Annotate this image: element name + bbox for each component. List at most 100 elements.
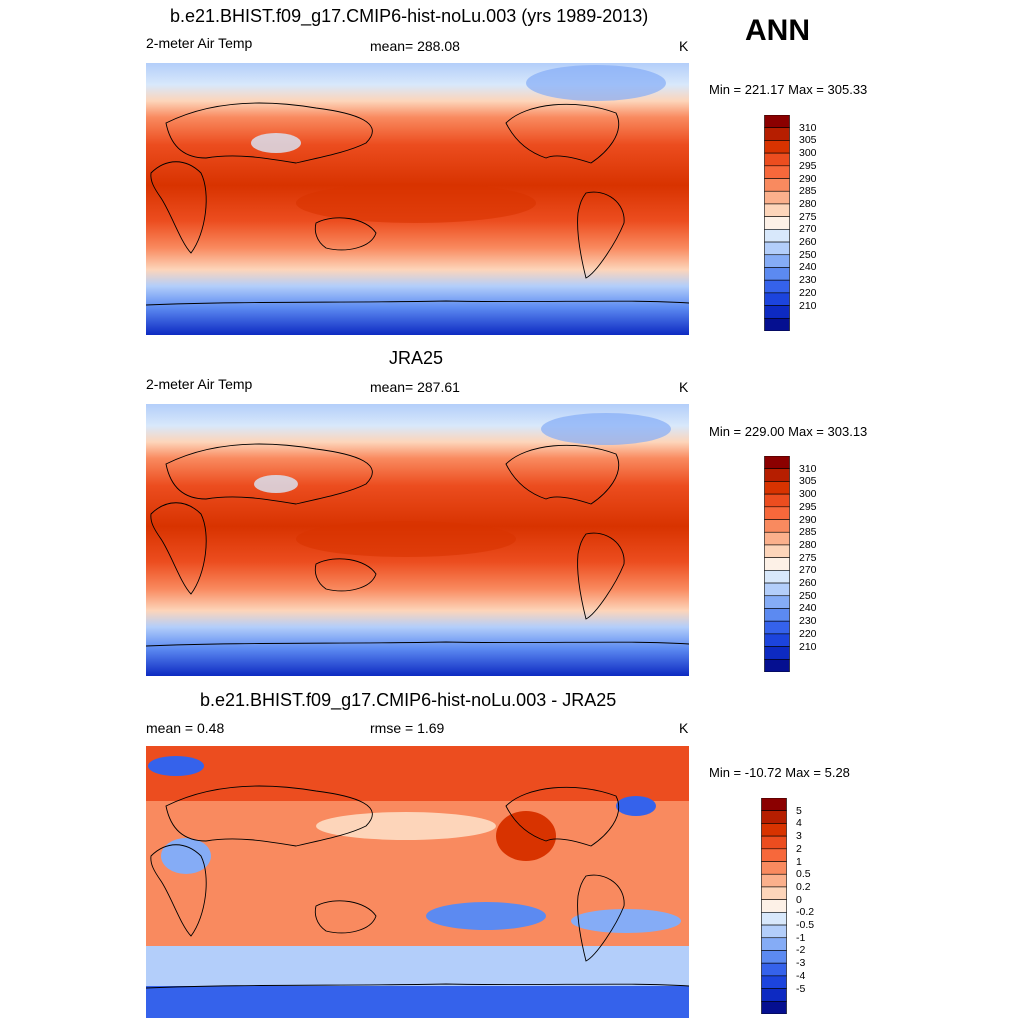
colorbar-swatch: [764, 519, 790, 533]
colorbar-tick-label: 4: [796, 817, 802, 830]
colorbar-tick-label: 260: [799, 577, 817, 590]
colorbar-tick-label: 275: [799, 210, 817, 223]
colorbar-tick-label: 290: [799, 172, 817, 185]
colorbar-swatch: [764, 456, 790, 470]
colorbar-swatch: [761, 962, 787, 977]
colorbar-swatch: [764, 267, 790, 281]
colorbar-swatch: [764, 620, 790, 635]
colorbar-tick-label: 5: [796, 804, 802, 817]
panel3-colorbar: [761, 798, 787, 1014]
panel1-variable-label: 2-meter Air Temp: [146, 35, 253, 51]
colorbar-tick-label: -0.2: [796, 906, 815, 919]
colorbar-swatch: [764, 608, 790, 622]
colorbar-tick-label: 295: [799, 159, 817, 172]
colorbar-tick-label: 1: [796, 855, 802, 868]
colorbar-swatch: [761, 912, 787, 926]
colorbar-tick-label: 260: [799, 236, 817, 249]
colorbar-tick-label: 280: [799, 197, 817, 210]
colorbar-swatch: [761, 873, 787, 888]
colorbar-swatch: [761, 924, 787, 939]
colorbar-swatch: [764, 633, 790, 647]
panel3-minmax-label: Min = -10.72 Max = 5.28: [709, 765, 850, 780]
colorbar-tick-label: 220: [799, 627, 817, 640]
colorbar-tick-label: 250: [799, 248, 817, 261]
colorbar-swatch: [761, 975, 787, 989]
colorbar-swatch: [761, 823, 787, 837]
panel2-title: JRA25: [389, 348, 444, 368]
colorbar-tick-label: 305: [799, 475, 817, 488]
colorbar-swatch: [764, 165, 790, 179]
colorbar-tick-label: 240: [799, 602, 817, 615]
colorbar-tick-label: 290: [799, 513, 817, 526]
panel3-difference-map: [146, 746, 689, 1018]
colorbar-tick-label: 270: [799, 564, 817, 577]
colorbar-swatch: [764, 203, 790, 217]
colorbar-tick-label: 240: [799, 261, 817, 274]
panel2-minmax-label: Min = 229.00 Max = 303.13: [709, 424, 868, 439]
colorbar-tick-label: 0.5: [796, 868, 811, 881]
panel1-units-label: K: [679, 38, 689, 54]
colorbar-swatch: [764, 305, 790, 319]
panel2-temperature-map: [146, 404, 689, 676]
colorbar-swatch: [761, 886, 787, 900]
colorbar-tick-label: -4: [796, 969, 806, 982]
colorbar-swatch: [764, 127, 790, 141]
colorbar-swatch: [761, 861, 787, 875]
colorbar-tick-label: 300: [799, 488, 817, 501]
colorbar-swatch: [764, 115, 790, 129]
colorbar-tick-label: 275: [799, 551, 817, 564]
colorbar-tick-label: 210: [799, 640, 817, 653]
colorbar-swatch: [761, 937, 787, 951]
colorbar-swatch: [764, 506, 790, 520]
colorbar-tick-label: 300: [799, 147, 817, 160]
colorbar-tick-label: -2: [796, 944, 806, 957]
colorbar-swatch: [764, 140, 790, 154]
colorbar-swatch: [764, 493, 790, 508]
colorbar-tick-label: 210: [799, 299, 817, 312]
panel3-units-label: K: [679, 720, 689, 736]
colorbar-tick-label: 305: [799, 134, 817, 147]
colorbar-swatch: [761, 899, 787, 913]
colorbar-tick-label: 3: [796, 830, 802, 843]
colorbar-swatch: [764, 216, 790, 230]
colorbar-tick-label: 295: [799, 500, 817, 513]
colorbar-swatch: [764, 178, 790, 192]
colorbar-tick-label: 285: [799, 185, 817, 198]
panel1-temperature-map: [146, 63, 689, 335]
panel3-title: b.e21.BHIST.f09_g17.CMIP6-hist-noLu.003 …: [200, 690, 617, 710]
colorbar-tick-label: 270: [799, 223, 817, 236]
colorbar-swatch: [761, 848, 787, 862]
colorbar-tick-label: 310: [799, 462, 817, 475]
panel3-mean-label: mean = 0.48: [146, 720, 225, 736]
colorbar-tick-label: -5: [796, 982, 806, 995]
colorbar-swatch: [764, 531, 790, 546]
panel2-variable-label: 2-meter Air Temp: [146, 376, 253, 392]
colorbar-swatch: [764, 279, 790, 294]
colorbar-swatch: [764, 241, 790, 256]
colorbar-swatch: [764, 317, 790, 331]
panel1-colorbar: [764, 115, 790, 331]
panel1-mean-label: mean= 288.08: [370, 38, 460, 54]
colorbar-swatch: [761, 1000, 787, 1014]
colorbar-tick-label: -0.5: [796, 919, 815, 932]
colorbar-swatch: [764, 229, 790, 243]
colorbar-swatch: [761, 798, 787, 812]
colorbar-swatch: [761, 988, 787, 1002]
colorbar-swatch: [764, 190, 790, 205]
colorbar-tick-label: 220: [799, 286, 817, 299]
colorbar-swatch: [764, 292, 790, 306]
panel2-mean-label: mean= 287.61: [370, 379, 460, 395]
colorbar-tick-label: 0: [796, 893, 802, 906]
colorbar-tick-label: 230: [799, 274, 817, 287]
season-label: ANN: [745, 14, 810, 47]
colorbar-swatch: [764, 152, 790, 167]
panel3-rmse-label: rmse = 1.69: [370, 720, 445, 736]
colorbar-swatch: [761, 810, 787, 824]
colorbar-tick-label: 2: [796, 842, 802, 855]
panel2-units-label: K: [679, 379, 689, 395]
colorbar-swatch: [764, 658, 790, 672]
colorbar-swatch: [764, 544, 790, 558]
colorbar-swatch: [764, 254, 790, 268]
colorbar-swatch: [764, 570, 790, 584]
colorbar-tick-label: 250: [799, 589, 817, 602]
